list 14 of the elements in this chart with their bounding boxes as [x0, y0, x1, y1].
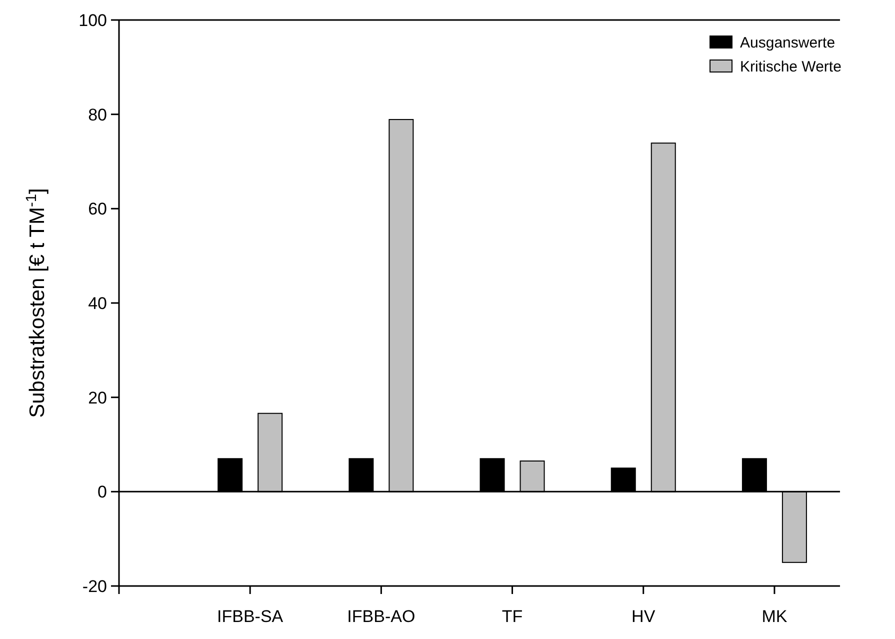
y-tick-label: 100: [78, 10, 107, 30]
legend-label: Kritische Werte: [740, 58, 842, 76]
legend-label: Ausganswerte: [740, 34, 836, 52]
x-tick-label: IFBB-SA: [217, 607, 284, 626]
x-tick-label: MK: [762, 607, 788, 626]
y-tick-label: 80: [88, 105, 107, 124]
x-tick-label: HV: [632, 607, 656, 626]
x-tick-label: IFBB-AO: [347, 607, 416, 626]
y-tick-label: 0: [98, 482, 107, 502]
y-tick-label: 40: [88, 294, 107, 313]
y-tick-label: 60: [88, 200, 107, 219]
x-tick-label: TF: [502, 607, 523, 626]
y-tick-label: -20: [82, 576, 107, 596]
y-tick-label: 20: [88, 388, 107, 408]
